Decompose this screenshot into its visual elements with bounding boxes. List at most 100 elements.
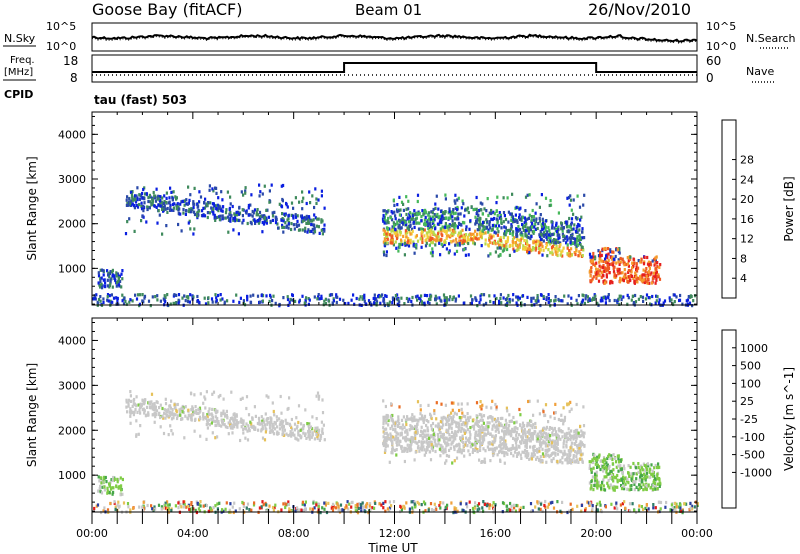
range-gate-cell xyxy=(276,222,279,226)
range-gate-cell xyxy=(544,246,548,250)
range-gate-cell xyxy=(156,221,159,225)
range-gate-cell xyxy=(439,443,442,447)
range-gate-cell xyxy=(203,200,206,205)
range-gate-cell xyxy=(172,416,175,420)
range-gate-cell xyxy=(581,227,584,231)
range-gate-cell xyxy=(594,476,597,480)
range-gate-cell xyxy=(458,243,461,247)
range-gate-cell xyxy=(569,453,572,457)
range-gate-cell xyxy=(394,227,397,231)
range-gate-cell xyxy=(528,437,531,441)
range-gate-cell xyxy=(565,443,568,447)
range-gate-cell xyxy=(491,228,494,232)
range-gate-cell xyxy=(561,232,564,236)
range-gate-cell xyxy=(561,461,564,465)
range-gate-cell xyxy=(129,407,132,411)
range-gate-cell xyxy=(535,246,538,250)
range-gate-cell xyxy=(572,456,575,460)
range-gate-cell xyxy=(103,485,106,489)
range-gate-cell xyxy=(447,216,450,220)
range-gate-cell xyxy=(233,217,236,221)
range-gate-cell xyxy=(545,442,548,446)
range-gate-cell xyxy=(535,242,538,247)
range-gate-cell xyxy=(475,414,478,418)
range-gate-cell xyxy=(300,216,303,220)
range-gate-cell xyxy=(582,248,585,252)
range-gate-cell xyxy=(527,231,530,235)
range-gate-cell xyxy=(112,475,115,480)
range-gate-cell xyxy=(280,218,283,222)
range-gate-cell xyxy=(236,218,239,222)
range-gate-cell xyxy=(627,471,630,475)
range-gate-cell xyxy=(503,247,506,251)
range-gate-cell xyxy=(543,226,546,230)
range-gate-cell xyxy=(475,212,478,216)
range-gate-cell xyxy=(416,400,420,404)
range-gate-cell xyxy=(444,437,447,441)
range-gate-cell xyxy=(548,239,552,243)
range-gate-cell xyxy=(470,237,473,241)
range-gate-cell xyxy=(402,202,405,206)
range-gate-cell xyxy=(505,425,508,429)
range-gate-cell xyxy=(518,245,521,249)
range-gate-cell xyxy=(449,437,452,441)
range-gate-cell xyxy=(582,435,585,439)
range-gate-cell xyxy=(580,247,583,251)
station-title: Goose Bay (fitACF) xyxy=(92,0,242,19)
range-gate-cell xyxy=(189,227,192,231)
range-gate-cell xyxy=(210,297,214,301)
range-gate-cell xyxy=(462,301,465,305)
range-gate-cell xyxy=(396,210,399,214)
range-gate-cell xyxy=(251,425,254,429)
range-gate-cell xyxy=(655,299,658,303)
range-gate-cell xyxy=(606,263,609,268)
range-gate-cell xyxy=(163,194,166,198)
range-gate-cell xyxy=(607,247,610,251)
range-gate-cell xyxy=(408,428,411,432)
range-gate-cell xyxy=(208,407,211,411)
range-gate-cell xyxy=(405,195,408,199)
range-gate-cell xyxy=(113,274,116,278)
range-gate-cell xyxy=(440,232,443,236)
range-gate-cell xyxy=(544,432,548,436)
range-gate-cell xyxy=(414,212,417,216)
range-gate-cell xyxy=(579,243,582,247)
range-gate-cell xyxy=(420,294,423,298)
range-gate-cell xyxy=(461,228,464,232)
range-gate-cell xyxy=(221,422,224,426)
range-gate-cell xyxy=(317,198,320,202)
range-gate-cell xyxy=(633,280,636,284)
range-gate-cell xyxy=(631,266,634,270)
range-gate-cell xyxy=(198,410,201,414)
range-gate-cell xyxy=(627,264,630,268)
range-gate-cell xyxy=(409,417,412,421)
range-gate-cell xyxy=(172,206,175,210)
range-gate-cell xyxy=(477,223,481,227)
range-gate-cell xyxy=(519,423,522,428)
range-gate-cell xyxy=(570,436,573,440)
range-gate-cell xyxy=(514,441,518,445)
range-gate-cell xyxy=(472,448,475,452)
range-gate-cell xyxy=(158,406,161,410)
range-gate-cell xyxy=(612,270,616,274)
range-gate-cell xyxy=(384,239,387,243)
range-gate-cell xyxy=(511,427,514,431)
range-gate-cell xyxy=(453,447,456,452)
range-gate-cell xyxy=(383,253,386,257)
range-gate-cell xyxy=(354,509,357,513)
range-gate-cell xyxy=(525,234,529,238)
range-gate-cell xyxy=(257,221,260,225)
range-gate-cell xyxy=(295,223,298,227)
range-gate-cell xyxy=(577,254,580,258)
range-gate-cell xyxy=(125,302,128,306)
range-gate-cell xyxy=(579,302,583,306)
range-gate-cell xyxy=(304,298,307,302)
range-gate-cell xyxy=(384,439,387,443)
range-gate-cell xyxy=(142,204,145,208)
range-gate-cell xyxy=(510,429,513,433)
range-gate-cell xyxy=(635,472,638,476)
range-gate-cell xyxy=(602,259,605,264)
range-gate-cell xyxy=(541,441,544,445)
range-gate-cell xyxy=(204,197,207,201)
range-gate-cell xyxy=(147,195,150,200)
